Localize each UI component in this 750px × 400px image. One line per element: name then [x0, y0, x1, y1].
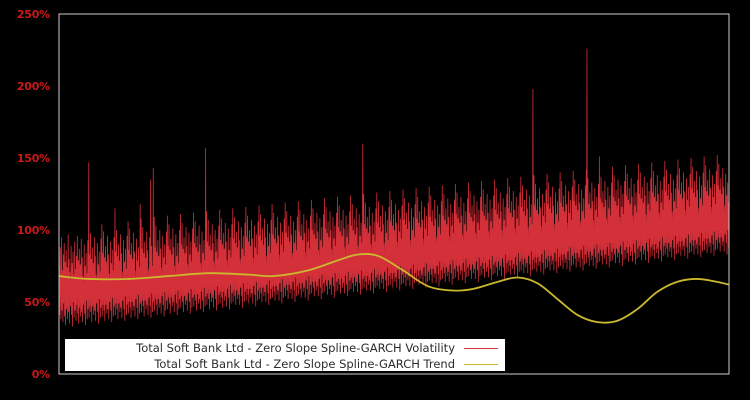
legend-line-swatch-trend: [464, 363, 498, 365]
series-line-trend: [59, 253, 729, 324]
ytick-label-250: 250%: [16, 8, 50, 21]
plot-frame: [58, 13, 730, 375]
chart-legend[interactable]: Total Soft Bank Ltd - Zero Slope Spline-…: [65, 339, 505, 371]
legend-entry-trend[interactable]: Total Soft Bank Ltd - Zero Slope Spline-…: [66, 356, 504, 372]
ytick-label-150: 150%: [16, 152, 50, 165]
ytick-label-50: 50%: [24, 296, 50, 309]
ytick-label-200: 200%: [16, 80, 50, 93]
legend-entry-volatility[interactable]: Total Soft Bank Ltd - Zero Slope Spline-…: [66, 340, 504, 356]
legend-label-volatility: Total Soft Bank Ltd - Zero Slope Spline-…: [136, 341, 455, 355]
plot-background: [59, 14, 729, 374]
ytick-label-100: 100%: [16, 224, 50, 237]
ytick-label-0: 0%: [31, 368, 50, 381]
legend-label-trend: Total Soft Bank Ltd - Zero Slope Spline-…: [154, 357, 455, 371]
legend-line-swatch-volatility: [464, 347, 498, 349]
